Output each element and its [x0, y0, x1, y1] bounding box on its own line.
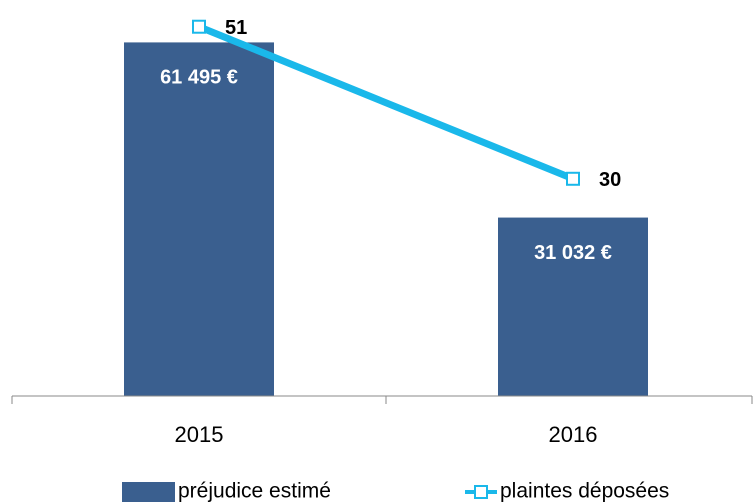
bar-value-label: 31 032 €	[534, 242, 612, 264]
bar-value-label: 61 495 €	[160, 67, 238, 89]
legend-label: plaintes déposées	[500, 480, 669, 503]
legend-swatch	[122, 482, 175, 502]
x-tick-label: 2015	[175, 422, 224, 447]
bar	[124, 42, 274, 397]
line-value-label: 30	[599, 169, 621, 191]
bar	[498, 217, 648, 396]
legend-marker	[474, 485, 488, 499]
line-marker	[566, 171, 580, 186]
x-tick-label: 2016	[549, 422, 598, 447]
legend-label: préjudice estimé	[178, 480, 331, 503]
line-value-label: 51	[225, 17, 247, 39]
line	[195, 23, 577, 183]
line-marker	[192, 19, 206, 34]
